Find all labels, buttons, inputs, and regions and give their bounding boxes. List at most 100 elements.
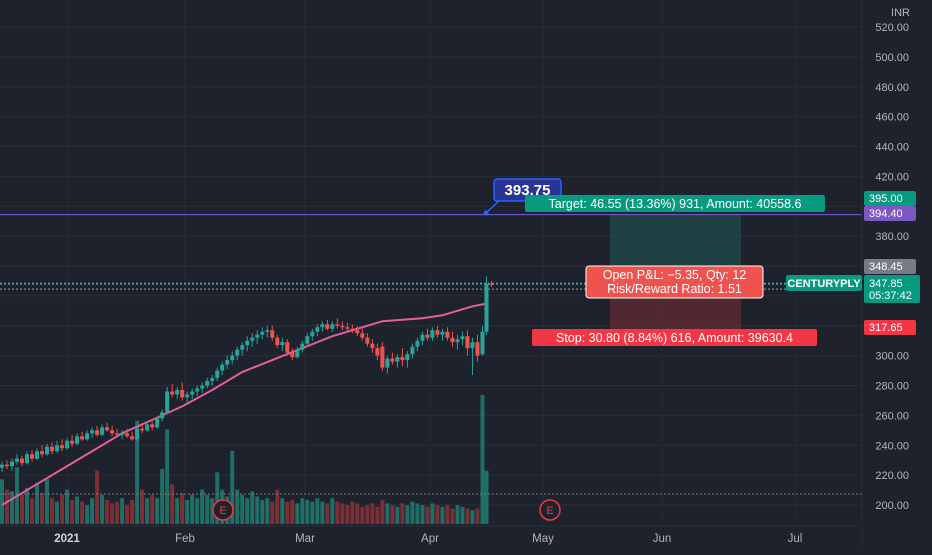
callout-anchor[interactable] — [483, 210, 489, 216]
candle-body — [445, 331, 450, 338]
candle-body — [40, 451, 45, 455]
volume-bar — [315, 498, 320, 524]
candle-body — [200, 385, 205, 389]
time-label: Feb — [175, 533, 195, 545]
candles — [0, 276, 494, 473]
volume-bar — [340, 503, 345, 524]
candle-body — [120, 433, 125, 435]
volume-bar — [484, 470, 489, 524]
volume-bar — [345, 505, 350, 524]
volume-bar — [465, 508, 470, 524]
time-axis-labels: 2021 Feb Mar Apr May Jun Jul — [54, 533, 802, 545]
candle-body — [360, 333, 365, 338]
candle-body — [305, 336, 310, 344]
earnings-marker-1[interactable] — [212, 499, 234, 521]
countdown-text: 05:37:42 — [869, 290, 912, 302]
candle-body — [315, 327, 320, 332]
time-label: Mar — [295, 533, 315, 545]
callout-text: 393.75 — [505, 182, 551, 199]
volume-bar — [270, 501, 275, 524]
target-label: Target: 46.55 (13.36%) 931, Amount: 4055… — [549, 197, 802, 211]
candle-body — [440, 331, 445, 335]
candle-body — [210, 378, 215, 382]
time-label: Jun — [653, 533, 672, 545]
volume-bar — [130, 499, 135, 524]
volume-bar — [145, 498, 150, 524]
volume-bar — [210, 498, 215, 524]
candle-body — [160, 412, 165, 419]
volume-bar — [240, 494, 245, 524]
candle-body — [175, 389, 180, 395]
volume-bar — [445, 505, 450, 524]
candle-body — [290, 352, 295, 358]
level-price-badge-text: 394.40 — [869, 208, 903, 220]
candle-body — [480, 331, 485, 355]
candle-body — [180, 389, 185, 398]
candle-body — [15, 458, 20, 462]
volume-bar — [440, 506, 445, 524]
volume-bar — [105, 499, 110, 524]
candle-body — [375, 348, 380, 356]
candle-body — [270, 330, 275, 338]
target-label-box[interactable] — [525, 195, 825, 212]
candle-body — [260, 331, 265, 335]
pnl-line-2: Risk/Reward Ratio: 1.51 — [607, 282, 742, 296]
candle-body — [70, 440, 75, 444]
volume-bar — [260, 499, 265, 524]
earnings-marker-2-label: E — [546, 505, 553, 517]
volume-bar — [255, 496, 260, 524]
volume-bar — [350, 501, 355, 524]
volume-bar — [300, 498, 305, 524]
volume-bar — [320, 501, 325, 524]
volume-bar — [280, 498, 285, 524]
volume-bar — [45, 479, 50, 524]
candle-body — [370, 343, 375, 349]
price-tick-label: 200.00 — [875, 500, 909, 512]
volume-bar — [235, 489, 240, 524]
stop-label-box[interactable] — [532, 329, 817, 346]
candle-body — [170, 391, 175, 395]
candle-body — [5, 464, 10, 467]
candle-body — [80, 436, 85, 440]
volume-bar — [205, 494, 210, 524]
volume-bar — [120, 498, 125, 524]
volume-bar — [20, 494, 25, 524]
pnl-box[interactable] — [585, 265, 764, 299]
candle-body — [350, 328, 355, 331]
earnings-marker-2[interactable] — [539, 499, 561, 521]
volume-bar — [100, 494, 105, 524]
volume-bars — [0, 395, 489, 524]
candle-body — [105, 427, 110, 431]
volume-bar — [290, 499, 295, 524]
time-label: 2021 — [54, 533, 80, 545]
candle-body — [60, 445, 65, 449]
candle-body — [145, 424, 150, 431]
candle-body — [390, 358, 395, 362]
volume-bar — [245, 498, 250, 524]
volume-bar — [335, 501, 340, 524]
candle-body — [425, 334, 430, 338]
price-tick-label: 380.00 — [875, 231, 909, 243]
candle-body — [225, 360, 230, 365]
volume-bar — [75, 496, 80, 524]
candle-body — [195, 388, 200, 392]
candle-body — [275, 337, 280, 346]
candle-body — [85, 433, 90, 440]
volume-bar — [405, 505, 410, 524]
candle-body — [220, 364, 225, 371]
volume-bar — [195, 498, 200, 524]
volume-bar — [5, 489, 10, 524]
volume-bar — [410, 501, 415, 524]
candle-body — [455, 339, 460, 343]
volume-bar — [80, 501, 85, 524]
volume-bar — [385, 503, 390, 524]
candle-body — [340, 325, 345, 328]
candle-body — [240, 345, 245, 350]
time-axis-panel[interactable] — [0, 526, 862, 550]
volume-bar — [90, 498, 95, 524]
time-label: Jul — [788, 533, 803, 545]
volume-bar — [65, 489, 70, 524]
symbol-badge[interactable] — [786, 275, 862, 291]
